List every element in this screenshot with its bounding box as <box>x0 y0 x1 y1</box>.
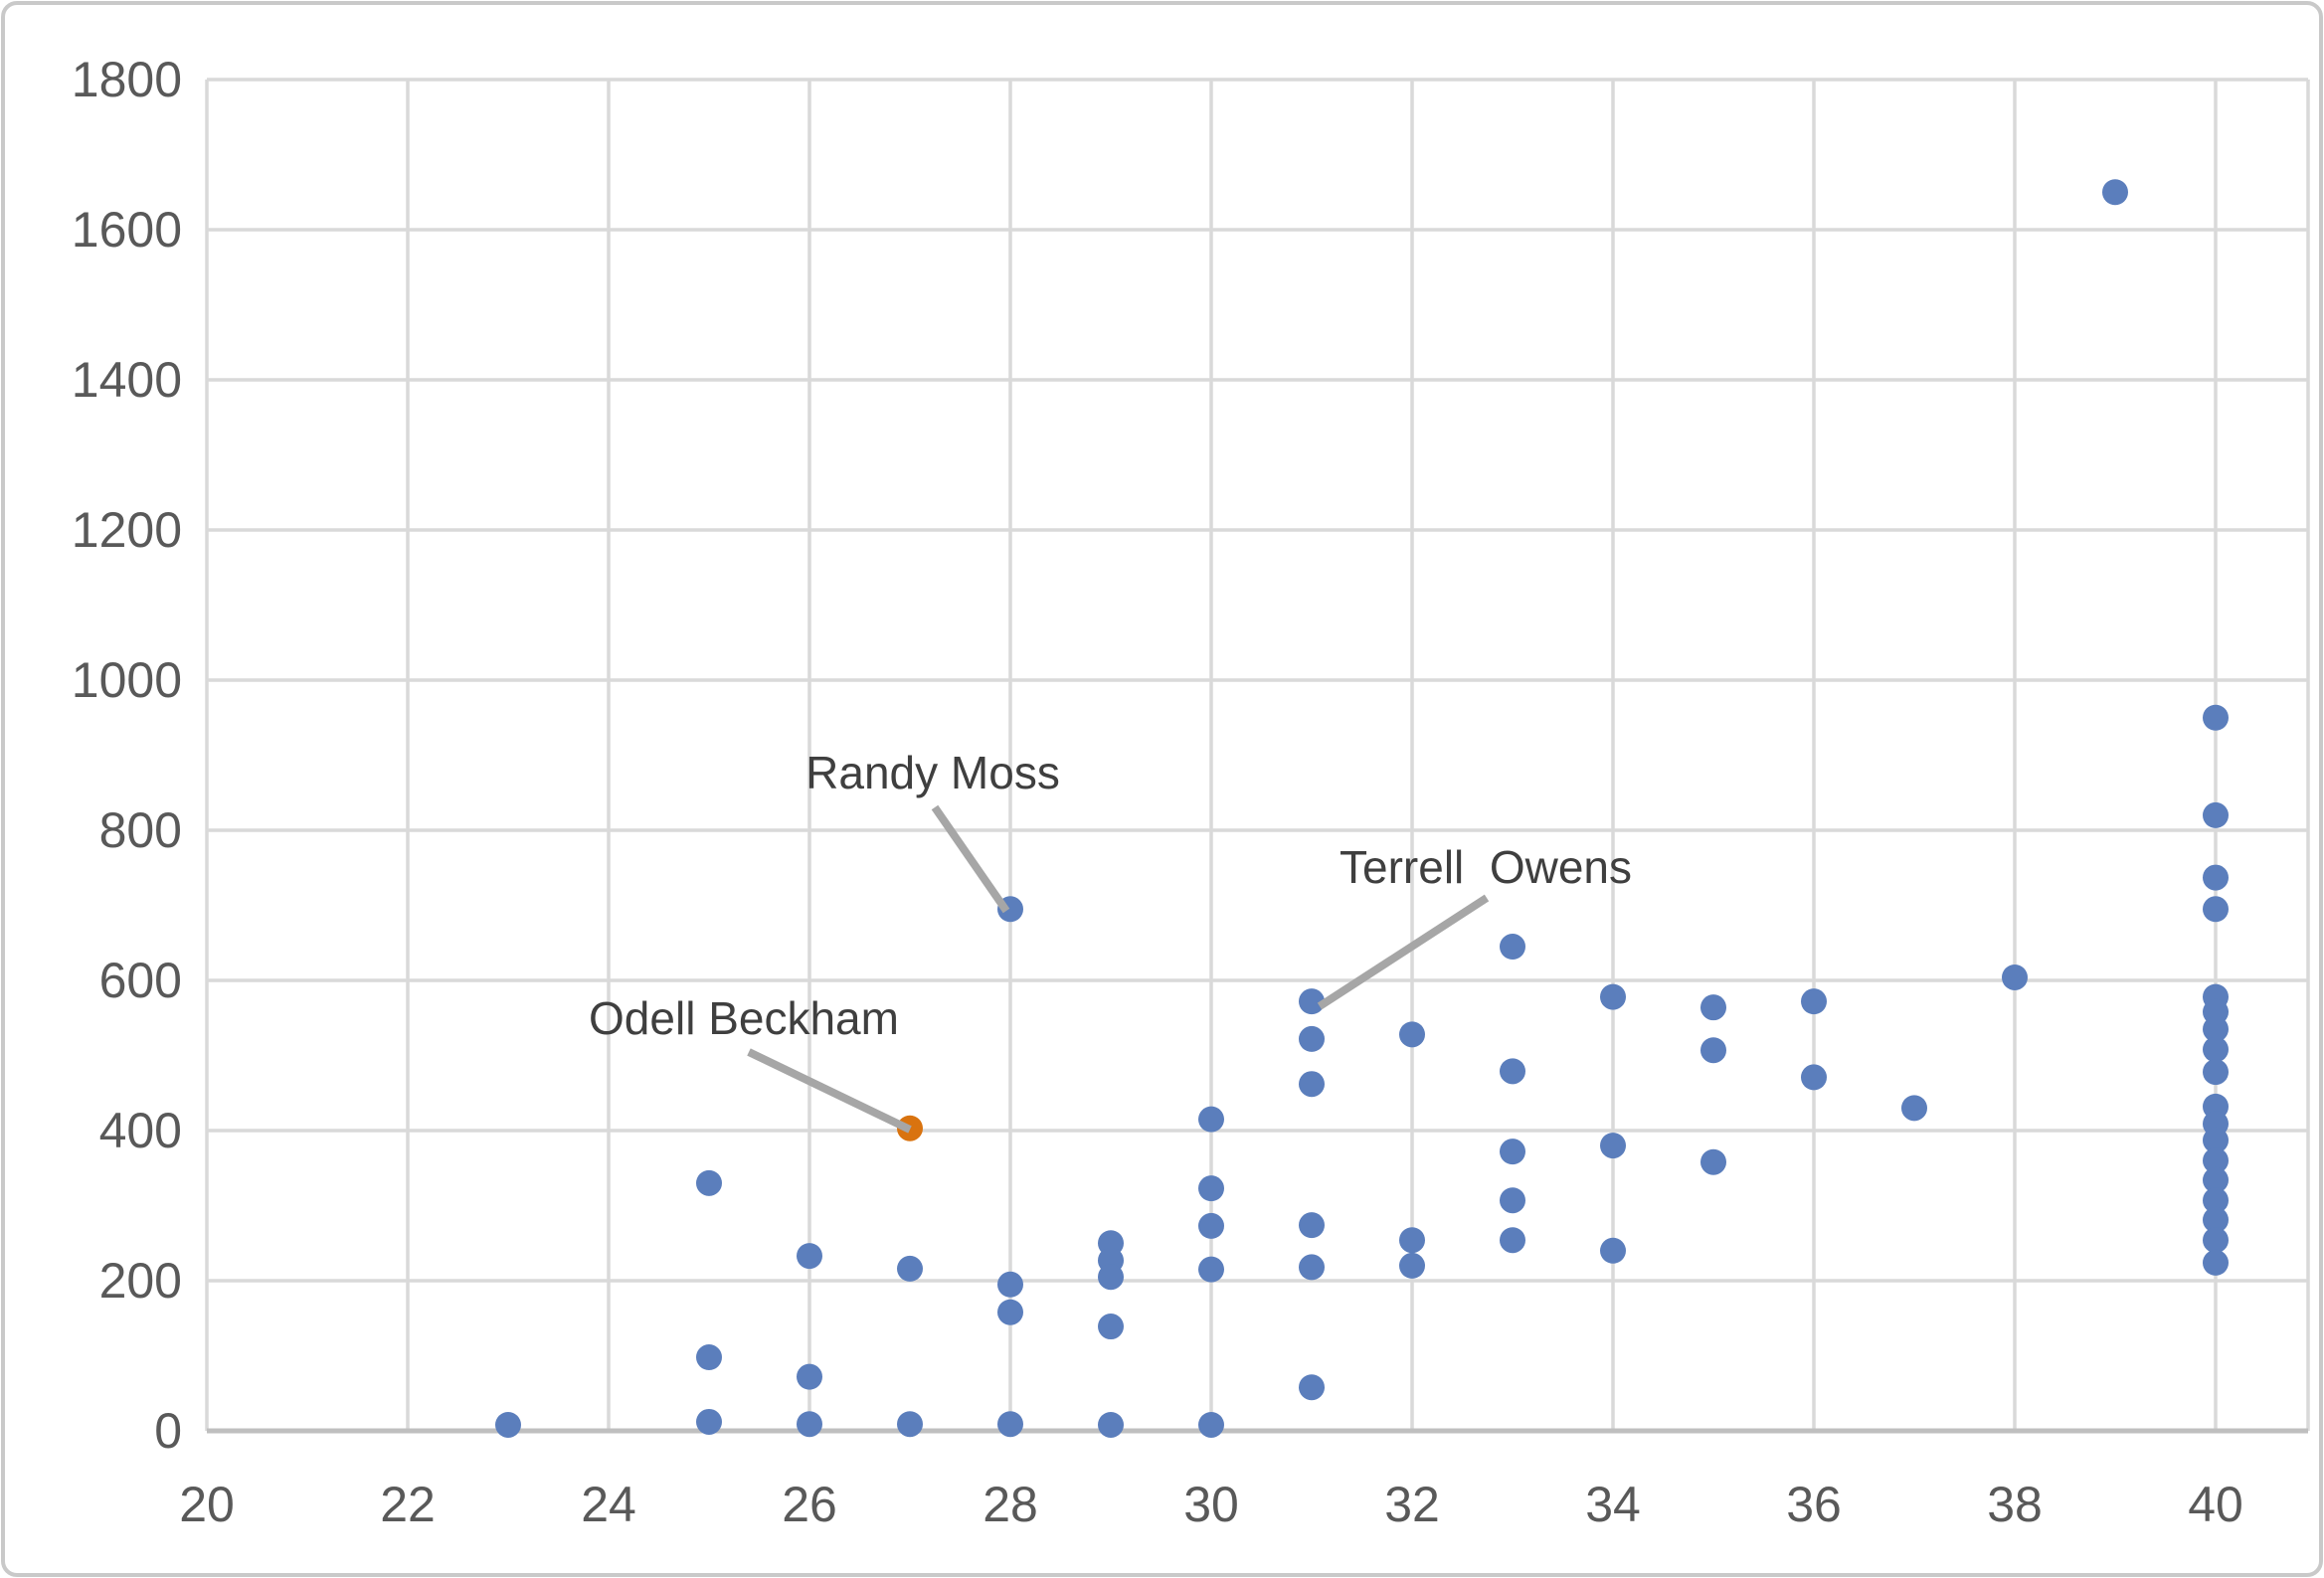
y-axis-tick-label: 1800 <box>72 52 182 107</box>
data-point[interactable] <box>797 1411 822 1438</box>
data-point[interactable] <box>1399 1227 1425 1254</box>
data-point[interactable] <box>1098 1264 1124 1291</box>
data-point[interactable] <box>495 1411 521 1438</box>
data-point[interactable] <box>997 1299 1023 1325</box>
annotation-leader-line <box>1317 894 1490 1010</box>
data-point[interactable] <box>1299 1071 1325 1098</box>
data-point[interactable] <box>1700 1037 1726 1064</box>
data-point[interactable] <box>1500 1058 1525 1085</box>
data-point[interactable] <box>2203 1016 2229 1043</box>
data-point[interactable] <box>696 1169 722 1196</box>
data-point[interactable] <box>1299 1254 1325 1281</box>
y-axis-tick-label: 0 <box>154 1403 182 1459</box>
x-axis-tick-label: 30 <box>1183 1477 1239 1532</box>
y-axis-tick-label: 1400 <box>72 352 182 408</box>
data-point[interactable] <box>897 1411 923 1438</box>
data-point[interactable] <box>1399 1021 1425 1048</box>
data-point[interactable] <box>997 1271 1023 1298</box>
x-axis-tick-label: 36 <box>1786 1477 1842 1532</box>
x-axis-tick-label: 28 <box>983 1477 1038 1532</box>
data-point[interactable] <box>1198 1175 1224 1202</box>
data-point[interactable] <box>1198 1411 1224 1438</box>
data-point[interactable] <box>2203 1127 2229 1153</box>
x-axis-tick-label: 38 <box>1987 1477 2043 1532</box>
data-point[interactable] <box>2203 1187 2229 1214</box>
data-point[interactable] <box>1600 1133 1626 1159</box>
y-axis-tick-label: 1000 <box>72 652 182 708</box>
data-point[interactable] <box>1399 1252 1425 1279</box>
data-point[interactable] <box>1299 1212 1325 1239</box>
data-point[interactable] <box>1098 1314 1124 1340</box>
data-point[interactable] <box>1299 1025 1325 1052</box>
data-point[interactable] <box>1500 1187 1525 1214</box>
annotation-label[interactable]: Randy Moss <box>805 747 1060 798</box>
data-point[interactable] <box>2203 1036 2229 1063</box>
data-point[interactable] <box>2203 1059 2229 1086</box>
x-axis-tick-label: 32 <box>1384 1477 1440 1532</box>
x-axis-tick-label: 22 <box>380 1477 436 1532</box>
data-point[interactable] <box>1500 934 1525 961</box>
data-point[interactable] <box>2203 704 2229 731</box>
data-point[interactable] <box>2203 1249 2229 1276</box>
data-point[interactable] <box>2102 179 2128 206</box>
data-point[interactable] <box>1600 1237 1626 1264</box>
annotation-label[interactable]: Odell Beckham <box>589 992 899 1044</box>
data-point[interactable] <box>2203 864 2229 891</box>
x-axis-tick-label: 34 <box>1585 1477 1641 1532</box>
data-point[interactable] <box>1801 1064 1827 1091</box>
y-axis-tick-label: 200 <box>99 1253 182 1309</box>
data-point[interactable] <box>797 1243 822 1270</box>
data-point[interactable] <box>2203 801 2229 828</box>
y-axis-tick-label: 800 <box>99 802 182 858</box>
x-axis-tick-label: 40 <box>2188 1477 2243 1532</box>
data-point[interactable] <box>1700 994 1726 1021</box>
data-point[interactable] <box>997 1411 1023 1438</box>
data-point[interactable] <box>897 1255 923 1282</box>
data-point[interactable] <box>696 1344 722 1371</box>
data-point[interactable] <box>2203 1147 2229 1174</box>
x-axis-tick-label: 20 <box>179 1477 235 1532</box>
data-point[interactable] <box>2203 1227 2229 1254</box>
data-point[interactable] <box>1700 1148 1726 1175</box>
data-point[interactable] <box>1198 1106 1224 1133</box>
annotation-label[interactable]: Terrell Owens <box>1340 841 1632 893</box>
data-point[interactable] <box>1098 1411 1124 1438</box>
data-point[interactable] <box>1299 988 1325 1015</box>
data-point[interactable] <box>1198 1256 1224 1283</box>
data-point[interactable] <box>1801 988 1827 1015</box>
data-point[interactable] <box>696 1408 722 1435</box>
x-axis-tick-label: 24 <box>581 1477 636 1532</box>
data-point[interactable] <box>2002 964 2028 990</box>
x-axis-tick-label: 26 <box>782 1477 837 1532</box>
data-point[interactable] <box>2203 1166 2229 1193</box>
data-point[interactable] <box>1500 1227 1525 1254</box>
annotation-leader-line <box>931 804 1010 914</box>
y-axis-tick-label: 1600 <box>72 202 182 258</box>
y-axis-tick-label: 400 <box>99 1103 182 1158</box>
data-point[interactable] <box>2203 1206 2229 1233</box>
data-point[interactable] <box>1299 1374 1325 1401</box>
data-point[interactable] <box>2203 896 2229 923</box>
data-point[interactable] <box>797 1363 822 1390</box>
y-axis-tick-label: 1200 <box>72 502 182 558</box>
y-axis-tick-label: 600 <box>99 953 182 1008</box>
data-point[interactable] <box>1600 983 1626 1010</box>
data-point[interactable] <box>1198 1212 1224 1239</box>
annotation-leader-line <box>747 1048 912 1134</box>
data-point[interactable] <box>1901 1095 1927 1122</box>
data-point[interactable] <box>1500 1139 1525 1165</box>
